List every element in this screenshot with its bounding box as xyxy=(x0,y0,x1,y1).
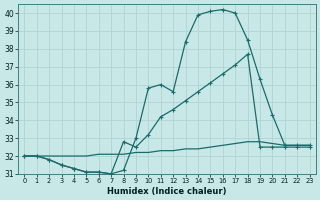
X-axis label: Humidex (Indice chaleur): Humidex (Indice chaleur) xyxy=(107,187,227,196)
